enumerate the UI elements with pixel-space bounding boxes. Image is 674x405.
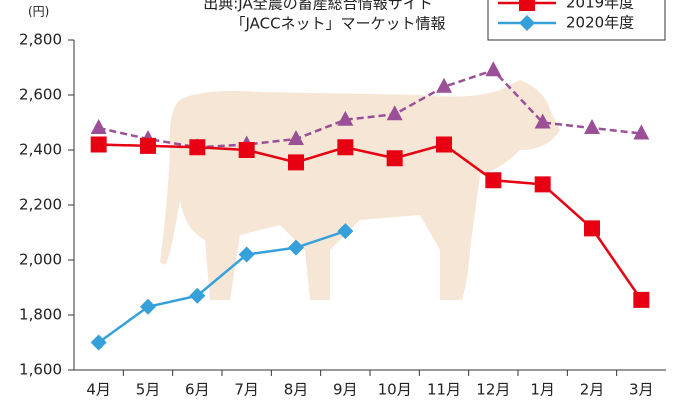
x-tick-label: 11月 xyxy=(427,381,461,399)
y-tick-label: 2,600 xyxy=(19,86,62,104)
marker xyxy=(535,176,551,192)
y-tick-label: 2,200 xyxy=(19,196,62,214)
marker xyxy=(436,137,452,153)
y-tick-label: 1,800 xyxy=(19,306,62,324)
source-note: 出典:JA全農の畜産総合情報サイト xyxy=(203,0,432,13)
x-tick-label: 7月 xyxy=(234,381,259,399)
x-tick-label: 12月 xyxy=(476,381,510,399)
marker xyxy=(519,0,535,11)
legend-label: 2019年度 xyxy=(566,0,634,12)
x-tick-label: 1月 xyxy=(530,381,555,399)
source-note: 「JACCネット」マーケット情報 xyxy=(230,15,445,33)
marker xyxy=(189,139,205,155)
marker xyxy=(584,220,600,236)
x-tick-label: 8月 xyxy=(284,381,309,399)
marker xyxy=(584,119,600,134)
marker xyxy=(91,137,107,153)
marker xyxy=(633,292,649,308)
legend-label: 2020年度 xyxy=(566,14,634,32)
x-tick-label: 4月 xyxy=(86,381,111,399)
chart: (円) 出典:JA全農の畜産総合情報サイト 「JACCネット」マーケット情報 1… xyxy=(0,0,674,405)
x-tick-label: 2月 xyxy=(580,381,605,399)
x-tick-label: 9月 xyxy=(333,381,358,399)
y-tick-label: 2,000 xyxy=(19,251,62,269)
cow-silhouette xyxy=(160,80,560,300)
marker xyxy=(387,150,403,166)
marker xyxy=(485,172,501,188)
marker xyxy=(485,61,501,76)
y-tick-label: 2,400 xyxy=(19,141,62,159)
marker xyxy=(239,142,255,158)
x-tick-label: 6月 xyxy=(185,381,210,399)
y-unit: (円) xyxy=(28,5,49,19)
marker xyxy=(288,154,304,170)
x-tick-label: 10月 xyxy=(378,381,412,399)
marker xyxy=(140,138,156,154)
y-tick-label: 2,800 xyxy=(19,31,62,49)
x-tick-label: 3月 xyxy=(629,381,654,399)
x-tick-label: 5月 xyxy=(136,381,161,399)
marker xyxy=(337,139,353,155)
marker xyxy=(91,119,107,134)
y-tick-label: 1,600 xyxy=(19,361,62,379)
